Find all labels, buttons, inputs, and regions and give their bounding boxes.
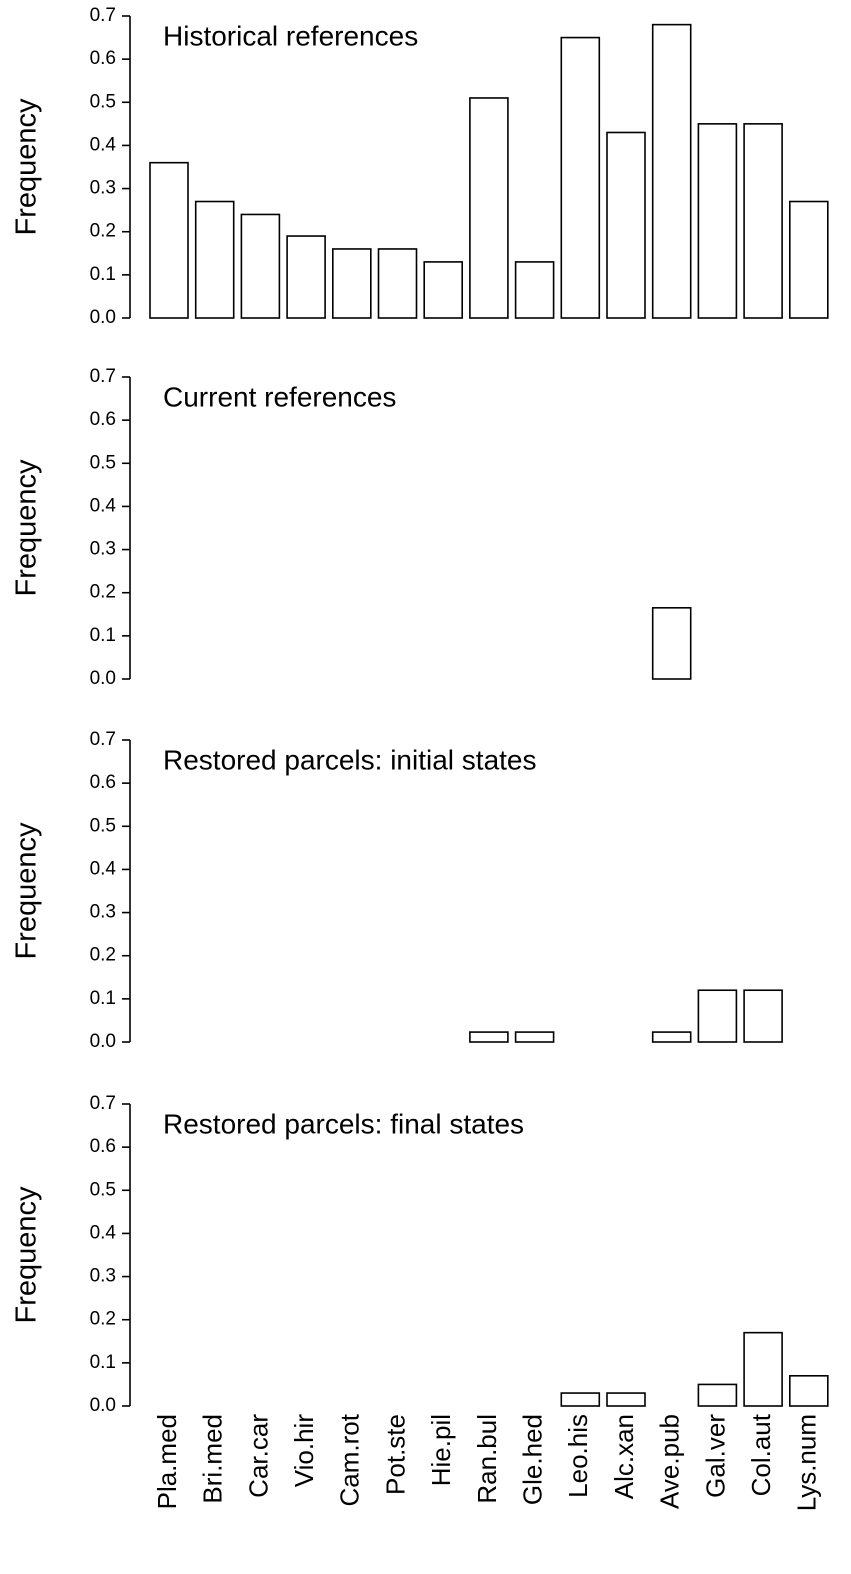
x-tick-label: Lys.num <box>792 1414 822 1511</box>
x-tick-label: Car.car <box>243 1414 273 1498</box>
panel-title: Restored parcels: final states <box>163 1108 524 1139</box>
y-tick-label: 0.2 <box>90 221 116 242</box>
bar <box>697 1383 738 1407</box>
y-tick-label: 0.1 <box>90 1352 116 1373</box>
x-tick-label: Vio.hir <box>289 1414 319 1488</box>
bar <box>697 989 738 1043</box>
y-tick-label: 0.7 <box>90 5 116 26</box>
bar <box>194 200 235 319</box>
y-tick-label: 0.2 <box>90 945 116 966</box>
y-tick-label: 0.3 <box>90 902 116 923</box>
bar <box>469 97 509 319</box>
panel-title: Restored parcels: initial states <box>163 744 537 775</box>
y-tick-label: 0.0 <box>90 1395 116 1416</box>
panel-title: Current references <box>163 381 396 412</box>
y-tick-label: 0.3 <box>90 539 116 560</box>
bar <box>149 161 189 319</box>
y-axis-label: Frequency <box>11 98 43 236</box>
bar <box>560 36 601 319</box>
y-tick-label: 0.6 <box>90 48 116 69</box>
y-axis-label: Frequency <box>11 459 43 597</box>
bar <box>651 23 692 319</box>
x-tick-label: Gle.hed <box>517 1414 547 1505</box>
bar <box>331 248 372 319</box>
bar <box>606 131 646 319</box>
bar <box>743 123 783 319</box>
bar <box>651 607 692 680</box>
y-tick-label: 0.6 <box>90 1136 116 1157</box>
bar <box>697 123 738 319</box>
bar <box>606 1392 646 1407</box>
x-tick-label: Bri.med <box>198 1414 228 1504</box>
y-tick-label: 0.4 <box>90 134 117 155</box>
x-tick-label: Col.aut <box>746 1413 776 1496</box>
y-tick-label: 0.5 <box>90 1179 116 1200</box>
y-tick-label: 0.6 <box>90 772 116 793</box>
bar <box>743 989 783 1043</box>
y-tick-label: 0.7 <box>90 366 116 387</box>
bar <box>560 1392 601 1407</box>
bar <box>514 1031 555 1043</box>
x-tick-label: Leo.his <box>563 1414 593 1498</box>
y-tick-label: 0.7 <box>90 729 116 750</box>
y-tick-label: 0.5 <box>90 815 116 836</box>
y-tick-label: 0.3 <box>90 1266 116 1287</box>
bar <box>788 1375 829 1407</box>
y-tick-label: 0.3 <box>90 178 116 199</box>
bar <box>651 1031 692 1043</box>
bar <box>286 235 326 319</box>
y-tick-label: 0.1 <box>90 988 116 1009</box>
y-tick-label: 0.2 <box>90 582 116 603</box>
y-tick-label: 0.7 <box>90 1093 116 1114</box>
bar <box>423 261 464 319</box>
y-tick-label: 0.2 <box>90 1309 116 1330</box>
y-tick-label: 0.4 <box>90 858 117 879</box>
bar <box>240 213 281 319</box>
y-tick-label: 0.5 <box>90 91 116 112</box>
x-tick-label: Pot.ste <box>380 1414 410 1495</box>
y-tick-label: 0.4 <box>90 495 117 516</box>
bar <box>377 248 418 319</box>
y-tick-label: 0.1 <box>90 264 116 285</box>
y-tick-label: 0.1 <box>90 625 116 646</box>
bar <box>514 261 555 319</box>
y-axis-label: Frequency <box>11 822 43 960</box>
y-tick-label: 0.0 <box>90 1031 116 1052</box>
bar <box>743 1331 783 1407</box>
y-axis-label: Frequency <box>11 1186 43 1324</box>
x-tick-label: Ave.pub <box>655 1414 685 1509</box>
panel-title: Historical references <box>163 20 418 51</box>
bar <box>469 1031 509 1043</box>
y-tick-label: 0.0 <box>90 668 116 689</box>
x-tick-label: Cam.rot <box>335 1413 365 1506</box>
bar <box>788 200 829 319</box>
x-tick-label: Hie.pil <box>426 1414 456 1486</box>
x-tick-label: Pla.med <box>152 1414 182 1509</box>
y-tick-label: 0.6 <box>90 409 116 430</box>
x-tick-label: Alc.xan <box>609 1414 639 1499</box>
y-tick-label: 0.0 <box>90 307 116 328</box>
y-tick-label: 0.5 <box>90 452 116 473</box>
x-tick-label: Gal.ver <box>700 1414 730 1498</box>
y-tick-label: 0.4 <box>90 1222 117 1243</box>
x-tick-label: Ran.bul <box>472 1414 502 1504</box>
